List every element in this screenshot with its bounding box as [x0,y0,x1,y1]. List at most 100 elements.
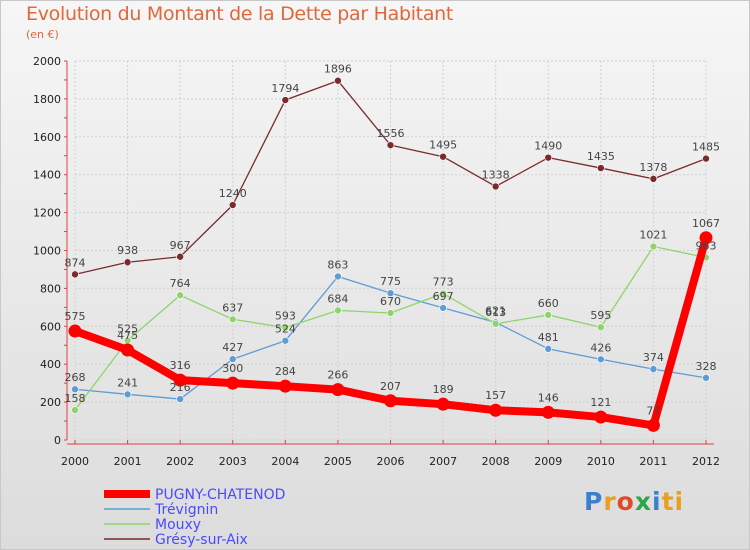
data-label: 963 [696,240,717,253]
data-point [281,96,290,104]
data-point [597,164,605,172]
data-label: 189 [433,383,454,396]
data-point [228,315,237,324]
data-label: 1896 [324,63,352,76]
data-label: 1435 [587,150,615,163]
x-tick-label: 2000 [61,455,89,468]
data-label: 525 [117,323,138,336]
data-point [439,152,447,161]
x-tick-label: 2010 [587,455,615,468]
data-point [71,385,79,394]
data-point [384,394,397,408]
data-point [541,405,555,419]
data-point [121,343,135,357]
data-label: 621 [485,304,506,317]
logo-letter: o [616,487,635,516]
data-label: 374 [643,351,664,364]
x-tick-label: 2009 [534,455,562,468]
data-point [544,311,553,319]
data-point [594,410,608,424]
data-point [334,76,342,85]
x-tick-label: 2001 [114,455,142,468]
data-label: 300 [222,362,243,375]
data-point [71,406,79,414]
x-tick-label: 2012 [692,455,720,468]
data-point [544,345,553,353]
data-point [278,379,292,393]
data-point [281,323,290,332]
data-label: 697 [433,290,454,303]
proxiti-logo: Proxiti [584,487,684,516]
data-point [646,418,660,432]
data-point [597,355,605,364]
data-point [331,383,345,397]
y-tick-label: 1800 [33,93,61,106]
data-label: 146 [538,391,559,404]
data-label: 426 [590,341,611,354]
data-point [544,153,553,162]
data-point [386,141,395,149]
data-label: 158 [65,392,86,405]
data-point [649,175,658,183]
data-point [176,291,184,300]
data-point [491,320,500,328]
axes: 0 200 400 600 800 1000 1200 1400 1600 1800 2000 200… [33,55,720,468]
data-label: 1485 [692,141,720,154]
data-point [173,373,187,387]
y-tick-label: 1600 [33,131,61,144]
logo-letter: r [603,487,617,516]
x-tick-label: 2011 [639,455,667,468]
y-tick-label: 400 [40,358,61,371]
data-label: 157 [485,389,506,402]
data-point [123,390,132,399]
chart-subtitle: (en €) [26,28,59,41]
data-label: 328 [696,360,717,373]
data-point [334,306,342,315]
data-label: 427 [222,341,243,354]
data-label: 268 [65,371,86,384]
data-point [226,376,240,390]
data-labels: 874 938 967 1240 1794 1896 1556 1495 1338 1490 143… [65,63,721,418]
data-point [439,289,447,298]
data-point [436,397,450,411]
data-label: 637 [222,301,243,314]
chart-title: Evolution du Montant de la Dette par Hab… [26,3,454,25]
data-label: 775 [380,275,401,288]
y-tick-label: 800 [40,282,61,295]
logo-letter: P [584,487,604,516]
data-label: 1495 [429,139,457,152]
data-label: 938 [117,244,138,257]
legend: PUGNY-CHATENODTrévigninMouxyGrésy-sur-Ai… [104,487,285,548]
x-tick-label: 2006 [377,455,405,468]
data-label: 316 [170,359,191,372]
data-label: 874 [65,256,86,269]
data-label: 481 [538,331,559,344]
legend-label: Mouxy [155,517,201,533]
data-label: 1490 [534,140,562,153]
data-label: 1794 [271,82,299,95]
data-label: 266 [327,369,348,382]
legend-label: PUGNY-CHATENOD [155,487,285,503]
data-point [228,201,237,209]
data-point [439,304,447,312]
data-label: 1021 [639,229,667,242]
data-point [702,374,710,382]
data-label: 613 [485,306,506,319]
data-point [649,242,658,251]
data-point [649,365,658,373]
data-point [597,323,605,332]
data-label: 684 [327,292,348,305]
series-lines [68,76,713,432]
x-tick-label: 2008 [482,455,510,468]
data-label: 593 [275,310,296,323]
data-label: 967 [170,239,191,252]
data-label: 77 [646,404,660,417]
data-label: 207 [380,380,401,393]
data-point [176,395,184,403]
data-label: 595 [590,309,611,322]
data-point [123,258,132,267]
x-tick-label: 2003 [219,455,247,468]
data-label: 660 [538,297,559,310]
data-label: 863 [327,258,348,271]
data-point [491,182,500,191]
